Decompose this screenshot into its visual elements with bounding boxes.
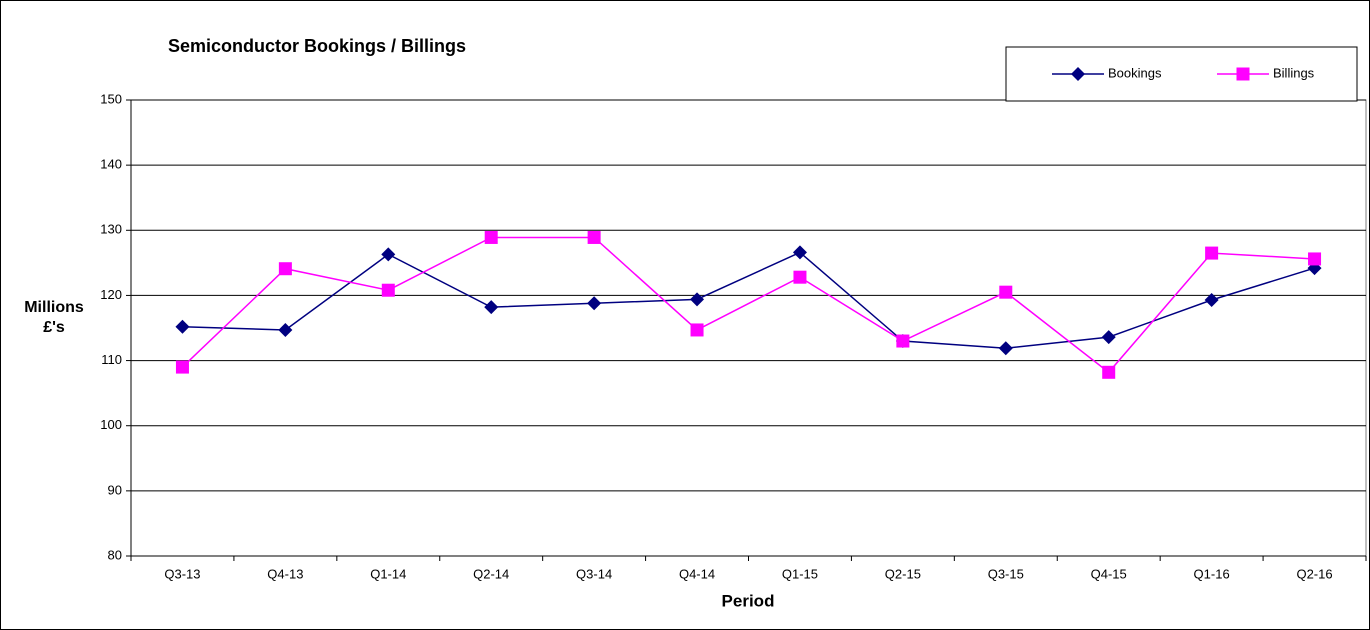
data-point — [587, 296, 602, 311]
y-tick-label: 140 — [100, 157, 122, 172]
x-tick-label: Q3-14 — [576, 566, 612, 581]
legend-label: Bookings — [1108, 65, 1162, 80]
chart-title: Semiconductor Bookings / Billings — [168, 36, 466, 56]
x-tick-label: Q3-15 — [988, 566, 1024, 581]
data-point — [1308, 252, 1322, 266]
x-tick-label: Q4-14 — [679, 566, 715, 581]
x-tick-label: Q2-15 — [885, 566, 921, 581]
x-tick-label: Q4-15 — [1091, 566, 1127, 581]
data-point — [484, 230, 498, 244]
y-tick-label: 110 — [101, 352, 122, 367]
data-point — [587, 230, 601, 244]
data-point — [792, 245, 807, 260]
x-tick-label: Q3-13 — [164, 566, 200, 581]
legend-label: Billings — [1273, 65, 1315, 80]
data-point — [998, 341, 1013, 356]
data-point — [1205, 246, 1219, 260]
y-tick-label: 130 — [100, 222, 122, 237]
data-point — [1204, 292, 1219, 307]
x-tick-label: Q1-16 — [1194, 566, 1230, 581]
legend-marker — [1236, 67, 1250, 81]
data-point — [175, 360, 189, 374]
data-point — [1101, 330, 1116, 345]
data-point — [999, 285, 1013, 299]
x-tick-label: Q1-15 — [782, 566, 818, 581]
data-point — [278, 322, 293, 337]
data-point — [690, 323, 704, 337]
data-point — [690, 292, 705, 307]
legend-marker — [1071, 67, 1085, 81]
y-axis-label: Millions £'s — [24, 299, 84, 336]
plot-area — [130, 99, 1367, 557]
y-tick-label: 150 — [100, 91, 122, 106]
data-point — [793, 270, 807, 284]
data-point — [1102, 365, 1116, 379]
data-point — [175, 319, 190, 334]
data-point — [896, 334, 910, 348]
y-tick-label: 90 — [108, 482, 122, 497]
x-tick-label: Q1-14 — [370, 566, 406, 581]
data-point — [484, 300, 499, 315]
x-axis-label: Period — [722, 591, 775, 610]
y-tick-label: 100 — [100, 417, 122, 432]
y-tick-label: 120 — [100, 287, 122, 302]
data-point — [381, 247, 396, 262]
series-line — [182, 251, 1315, 349]
x-tick-label: Q4-13 — [267, 566, 303, 581]
data-point — [278, 262, 292, 276]
x-tick-label: Q2-16 — [1296, 566, 1332, 581]
series-line — [181, 236, 1315, 374]
y-tick-label: 80 — [108, 547, 122, 562]
data-point — [381, 283, 395, 297]
x-tick-label: Q2-14 — [473, 566, 509, 581]
